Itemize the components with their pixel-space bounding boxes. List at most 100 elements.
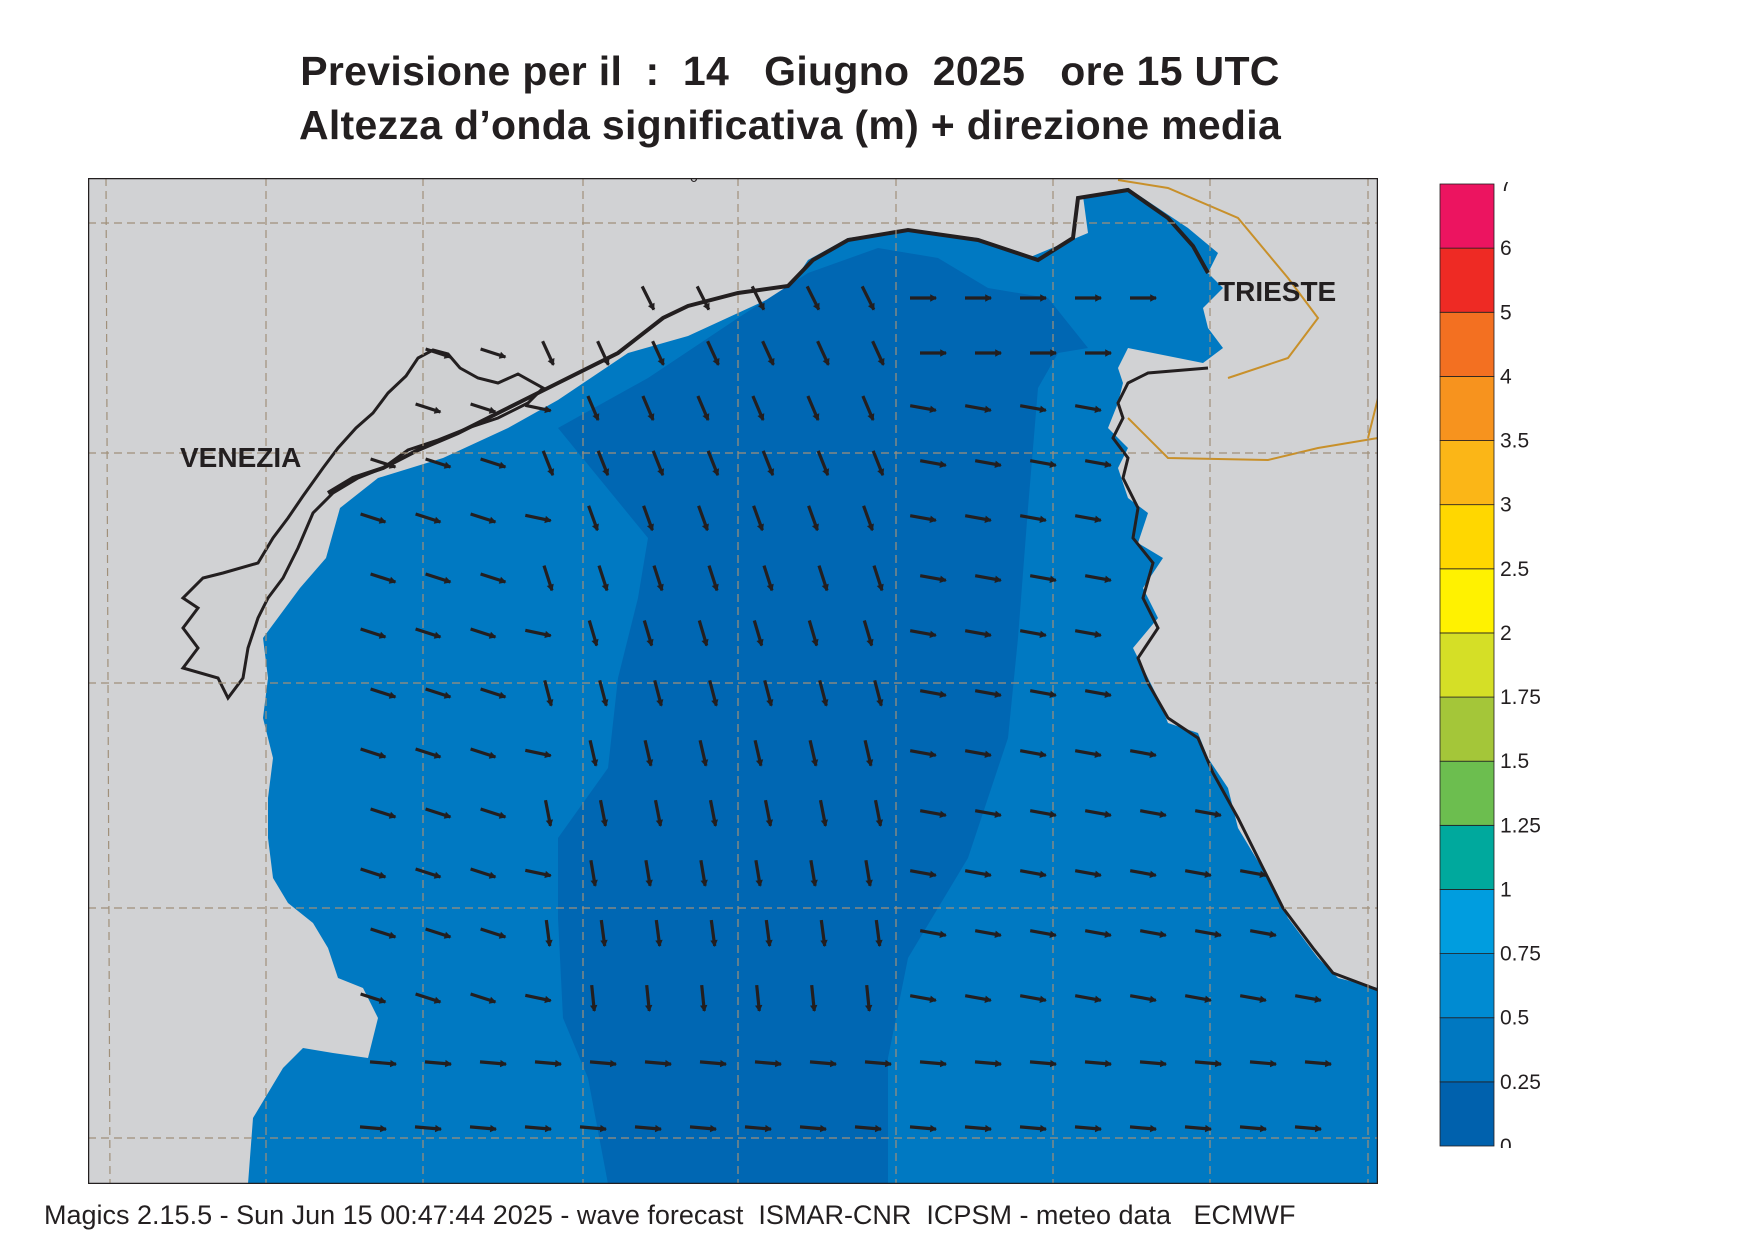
wave-direction-arrowhead	[1050, 349, 1058, 357]
wave-direction-arrowhead	[811, 523, 819, 532]
wave-direction-arrowhead	[1149, 750, 1157, 758]
wave-direction-arrowhead	[984, 870, 992, 878]
wave-direction-arrowhead	[545, 819, 554, 827]
colorbar-tick-label: 1.25	[1500, 814, 1541, 837]
wave-direction-arrowhead	[646, 638, 654, 647]
colorbar-swatch	[1439, 311, 1495, 377]
wave-direction-arrowhead	[388, 576, 397, 584]
wave-direction-arrowhead	[388, 931, 397, 939]
wave-direction-arrowhead	[1204, 995, 1212, 1003]
wave-direction-arrowhead	[488, 996, 497, 1004]
wave-direction-arrowhead	[647, 302, 655, 311]
istria-coast	[1111, 366, 1378, 992]
colorbar-tick-label: 0.5	[1500, 1007, 1529, 1030]
wave-direction-arrowhead	[820, 819, 829, 827]
wave-direction-arrowhead	[388, 461, 397, 469]
wave-direction-arrowhead	[1149, 995, 1157, 1003]
wave-direction-arrowhead	[994, 810, 1002, 818]
wave-direction-arrowhead	[591, 638, 599, 647]
wave-direction-arrowhead	[884, 1059, 893, 1068]
wave-direction-arrowhead	[592, 413, 600, 421]
wave-direction-arrowhead	[929, 515, 937, 523]
wave-direction-arrowhead	[443, 576, 452, 584]
wave-direction-arrowhead	[701, 523, 709, 532]
wave-direction-arrowhead	[756, 638, 764, 647]
wave-direction-arrowhead	[1214, 1059, 1223, 1068]
colorbar-swatch	[1439, 247, 1495, 313]
colorbar-tick-label: 4	[1500, 365, 1512, 388]
wave-direction-arrowhead	[600, 939, 608, 947]
wave-direction-arrowhead	[590, 879, 598, 887]
wave-direction-arrowhead	[711, 699, 719, 707]
wave-direction-arrowhead	[877, 357, 885, 366]
wave-direction-arrowhead	[546, 583, 554, 592]
wave-direction-arrowhead	[755, 879, 763, 887]
wave-direction-arrowhead	[820, 939, 828, 947]
wave-direction-arrowhead	[875, 819, 884, 827]
wave-direction-arrowhead	[547, 468, 555, 477]
sea-core-lowest	[558, 248, 1088, 1184]
colorbar-tick-label: 3.5	[1500, 430, 1529, 453]
wave-direction-arrowhead	[822, 357, 830, 366]
wave-direction-arrowhead	[929, 405, 937, 413]
wave-direction-arrowhead	[1159, 1059, 1168, 1068]
wave-direction-arrowhead	[1104, 1059, 1113, 1068]
wave-direction-arrowhead	[811, 638, 819, 647]
colorbar-tick-label: 0.25	[1500, 1071, 1541, 1094]
wave-direction-arrowhead	[929, 1124, 938, 1133]
wave-direction-arrowhead	[876, 583, 884, 592]
wave-direction-arrowhead	[488, 406, 497, 414]
city-label-trieste: TRIESTE	[1218, 276, 1336, 307]
wave-direction-arrowhead	[488, 516, 497, 524]
wave-direction-arrowhead	[1150, 294, 1158, 302]
wave-direction-arrowhead	[1159, 810, 1167, 818]
wave-direction-arrowhead	[1105, 349, 1113, 357]
wave-direction-arrowhead	[1104, 930, 1112, 938]
wave-direction-arrowhead	[1314, 1124, 1323, 1133]
colorbar-swatch	[1439, 760, 1495, 826]
wave-direction-arrowhead	[601, 583, 609, 592]
wave-direction-arrowhead	[984, 1124, 993, 1133]
wave-direction-arrowhead	[489, 1124, 498, 1133]
wave-direction-arrowhead	[821, 583, 829, 592]
wave-direction-arrowhead	[444, 1059, 453, 1068]
wave-direction-arrowhead	[755, 1004, 763, 1012]
wave-direction-arrowhead	[433, 751, 442, 759]
wave-direction-arrowhead	[488, 751, 497, 759]
wave-direction-arrowhead	[756, 523, 764, 532]
wave-direction-arrowhead	[1039, 515, 1047, 523]
wave-direction-arrowhead	[433, 516, 442, 524]
wave-direction-arrowhead	[874, 1124, 883, 1133]
wave-direction-arrowhead	[774, 1059, 783, 1068]
wave-direction-arrowhead	[810, 1004, 818, 1012]
wave-direction-arrowhead	[939, 575, 947, 583]
colorbar-swatch	[1439, 375, 1495, 441]
colorbar-swatch	[1439, 632, 1495, 698]
wave-direction-arrowhead	[498, 351, 507, 359]
wave-direction-arrowhead	[939, 930, 947, 938]
wave-direction-arrowhead	[1040, 294, 1048, 302]
wave-direction-arrowhead	[767, 468, 775, 477]
wave-direction-arrowhead	[766, 583, 774, 592]
wave-direction-arrowhead	[700, 1004, 708, 1012]
wave-direction-arrowhead	[821, 699, 829, 707]
wave-direction-arrowhead	[709, 1124, 718, 1133]
colorbar-tick-label: 3	[1500, 494, 1512, 517]
wave-direction-arrowhead	[443, 811, 452, 819]
colorbar-tick-label: 0	[1500, 1135, 1512, 1148]
wave-direction-arrowhead	[700, 879, 708, 887]
wave-direction-arrowhead	[388, 691, 397, 699]
colorbar-swatch	[1439, 1017, 1495, 1083]
wave-direction-arrowhead	[600, 819, 609, 827]
wave-direction-arrowhead	[984, 630, 992, 638]
wave-direction-arrowhead	[1095, 294, 1103, 302]
wave-direction-arrowhead	[876, 699, 884, 707]
wave-direction-arrowhead	[710, 939, 718, 947]
wave-direction-arrowhead	[434, 1124, 443, 1133]
wave-direction-arrowhead	[546, 699, 554, 707]
wave-direction-arrowhead	[984, 405, 992, 413]
wave-direction-arrowhead	[1039, 995, 1047, 1003]
wave-direction-arrowhead	[1204, 870, 1212, 878]
wave-direction-arrowhead	[378, 996, 387, 1004]
wave-direction-arrowhead	[701, 638, 709, 647]
